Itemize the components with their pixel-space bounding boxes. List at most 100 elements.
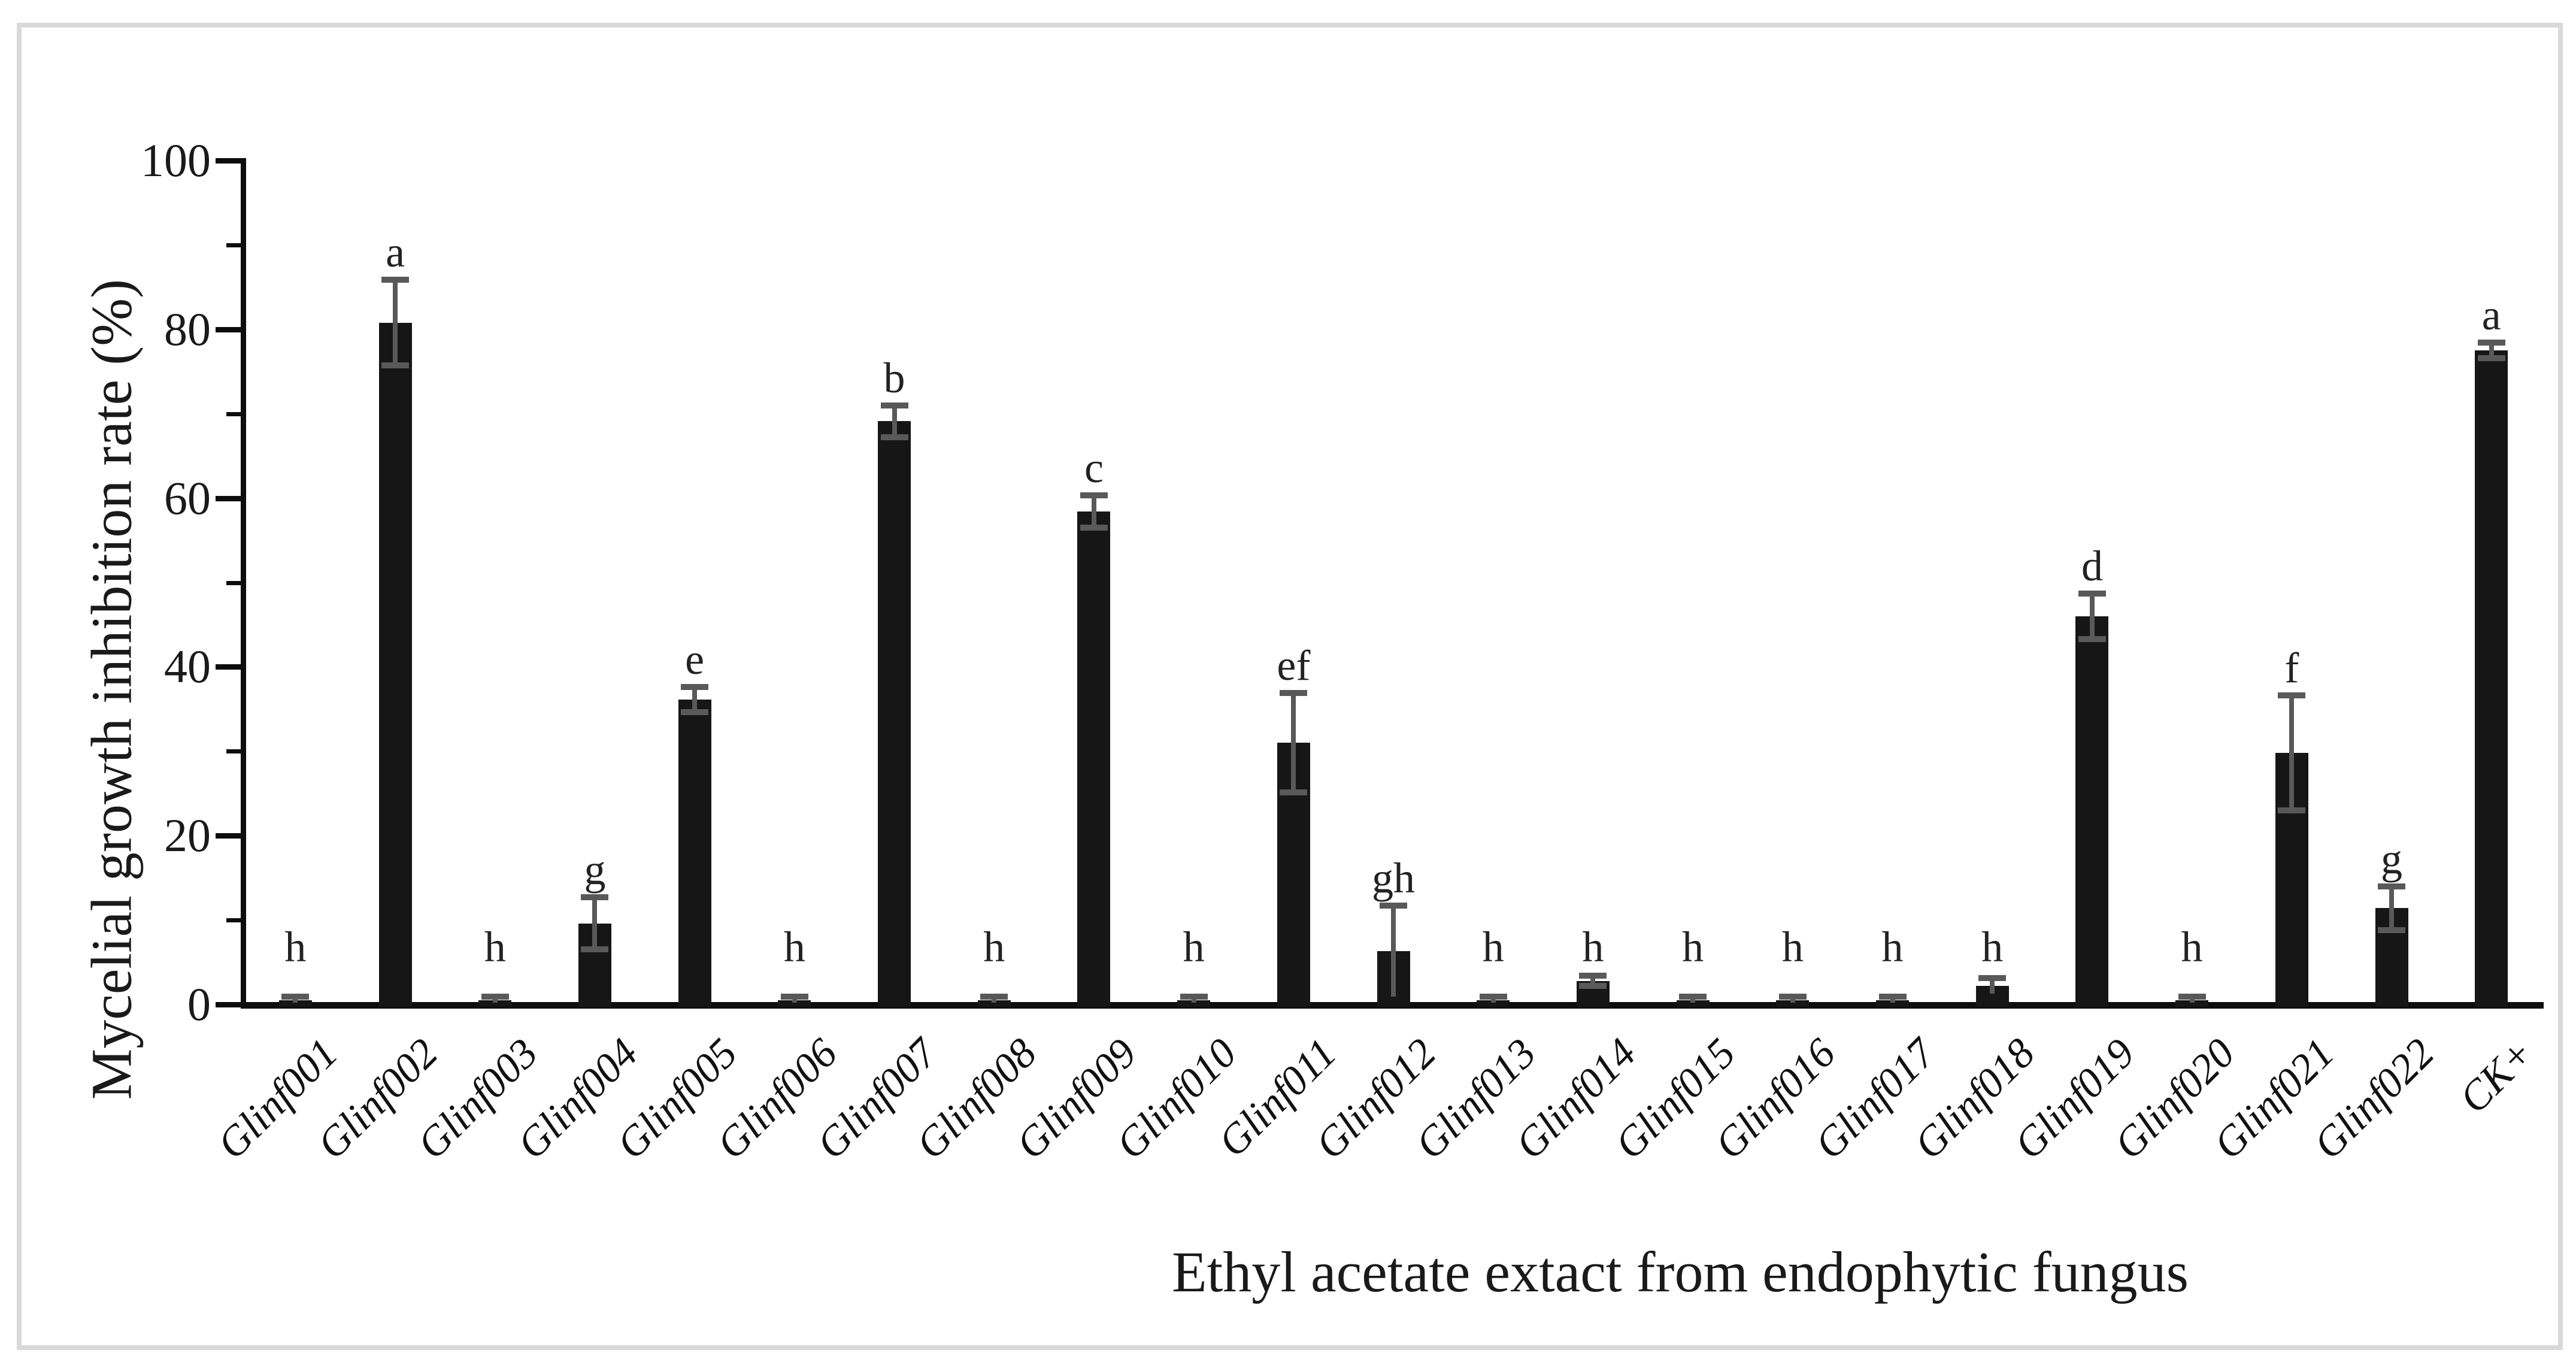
y-tick-label: 60 — [164, 471, 211, 524]
error-cap-bottom — [681, 709, 709, 716]
y-tick-minor — [226, 411, 246, 416]
sig-letter: g — [2381, 834, 2403, 883]
error-cap-top — [1878, 994, 1907, 1000]
sig-letter: h — [2181, 923, 2203, 971]
bar — [1776, 1000, 1810, 1007]
sig-letter: f — [2284, 644, 2299, 692]
error-cap-bottom — [581, 946, 609, 953]
y-tick-major — [216, 664, 246, 670]
error-cap-top — [1479, 994, 1507, 1000]
error-whisker — [2489, 343, 2494, 358]
error-cap-top — [1280, 690, 1308, 697]
error-whisker — [1990, 978, 1995, 994]
error-cap-top — [381, 276, 410, 283]
error-cap-top — [2477, 340, 2505, 346]
error-whisker — [1391, 906, 1396, 997]
sig-letter: a — [2481, 291, 2501, 340]
sig-letter: h — [1183, 923, 1205, 971]
sig-letter: h — [1482, 923, 1504, 971]
y-tick-label: 40 — [164, 640, 211, 693]
error-whisker — [892, 405, 897, 438]
y-tick-major — [216, 326, 246, 332]
error-cap-top — [780, 994, 808, 1000]
bar — [678, 700, 711, 1007]
sig-letter: h — [1981, 923, 2004, 971]
error-cap-top — [1380, 903, 1408, 909]
sig-letter: d — [2081, 541, 2103, 590]
bar — [1876, 1000, 1910, 1007]
bar — [478, 1000, 512, 1007]
error-cap-bottom — [1080, 524, 1108, 531]
error-cap-top — [281, 994, 310, 1000]
sig-letter: g — [584, 846, 606, 894]
error-cap-top — [681, 684, 709, 691]
error-cap-top — [1080, 492, 1108, 499]
sig-letter: b — [883, 353, 905, 402]
sig-letter: h — [983, 923, 1005, 971]
y-tick-major — [216, 158, 246, 164]
bar — [1477, 1000, 1510, 1007]
error-cap-top — [880, 402, 908, 408]
bar — [778, 1000, 811, 1007]
bar — [2475, 350, 2508, 1007]
y-tick-major — [216, 495, 246, 501]
error-cap-top — [1180, 994, 1208, 1000]
error-whisker — [592, 897, 598, 950]
error-cap-top — [980, 994, 1008, 1000]
sig-letter: a — [386, 228, 405, 276]
error-whisker — [1291, 693, 1296, 793]
y-tick-minor — [226, 243, 246, 247]
y-tick-minor — [226, 749, 246, 754]
sig-letter: e — [685, 635, 705, 684]
error-cap-bottom — [880, 434, 908, 441]
bar — [1177, 1000, 1211, 1007]
bar — [1676, 1000, 1710, 1007]
y-tick-minor — [226, 580, 246, 585]
bar — [1077, 512, 1111, 1007]
y-tick-label: 20 — [164, 809, 211, 862]
bar — [278, 1000, 312, 1007]
error-cap-bottom — [2378, 927, 2406, 933]
error-cap-bottom — [1579, 983, 1607, 989]
error-cap-top — [2078, 590, 2106, 597]
error-cap-top — [2378, 883, 2406, 889]
sig-letter: gh — [1372, 854, 1416, 903]
bar — [977, 1000, 1011, 1007]
x-axis-title: Ethyl acetate extact from endophytic fun… — [1171, 1240, 2189, 1304]
sig-letter: h — [1682, 923, 1704, 971]
error-whisker — [2089, 593, 2095, 639]
error-whisker — [393, 279, 398, 366]
y-tick-major — [216, 1002, 246, 1007]
error-cap-bottom — [2078, 635, 2106, 642]
y-tick-label: 100 — [141, 134, 211, 186]
error-cap-bottom — [2477, 355, 2505, 361]
error-whisker — [1590, 976, 1596, 986]
error-cap-top — [1978, 975, 2007, 982]
sig-letter: h — [1881, 923, 1904, 971]
error-cap-top — [2178, 994, 2206, 1000]
sig-letter: h — [484, 923, 506, 971]
sig-letter: c — [1084, 444, 1104, 492]
figure-frame: Mycelial growth inhibition rate (%) Ethy… — [17, 23, 2563, 1350]
sig-letter: h — [783, 923, 805, 971]
error-cap-bottom — [381, 362, 410, 369]
error-whisker — [2289, 695, 2295, 810]
sig-letter: h — [284, 923, 307, 971]
bar — [378, 322, 412, 1007]
error-cap-top — [2278, 692, 2306, 699]
error-cap-top — [481, 994, 509, 1000]
error-cap-top — [1579, 973, 1607, 979]
y-tick-label: 80 — [164, 302, 211, 355]
error-whisker — [2389, 886, 2395, 930]
error-cap-bottom — [2278, 807, 2306, 813]
bar — [878, 421, 911, 1007]
error-cap-top — [1679, 994, 1707, 1000]
error-whisker — [692, 687, 698, 713]
error-whisker — [1091, 495, 1096, 528]
bar — [2075, 616, 2109, 1007]
bar — [2175, 1000, 2209, 1007]
y-tick-minor — [226, 918, 246, 923]
sig-letter: h — [1781, 923, 1804, 971]
y-tick-major — [216, 833, 246, 839]
sig-letter: ef — [1277, 641, 1311, 690]
